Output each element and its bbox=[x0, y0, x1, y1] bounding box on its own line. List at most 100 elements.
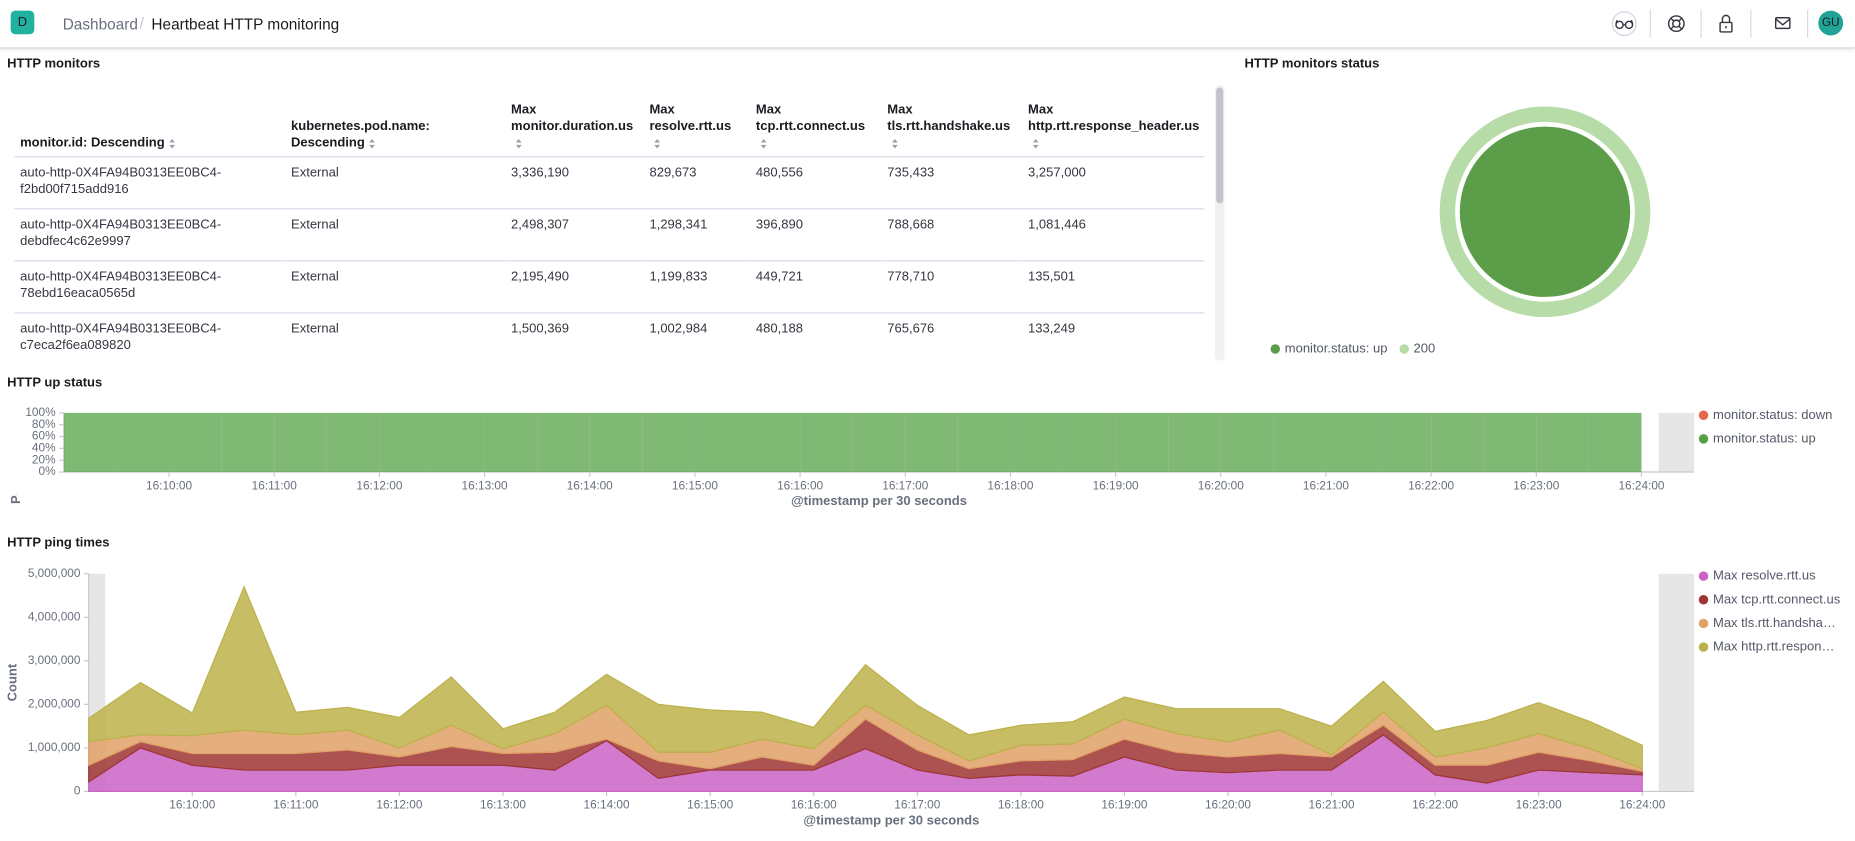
x-tick-label: 16:10:00 bbox=[169, 798, 215, 812]
ring-slice bbox=[1439, 106, 1651, 318]
bar-segment bbox=[63, 412, 117, 473]
column-header-text: monitor.id: Descending bbox=[20, 136, 165, 151]
table-cell: 2,195,490 bbox=[505, 260, 644, 314]
bar-segment bbox=[1325, 412, 1379, 473]
x-tick-label: 16:21:00 bbox=[1309, 798, 1355, 812]
column-header[interactable]: monitor.id: Descending bbox=[14, 85, 286, 158]
bar-segment bbox=[431, 412, 485, 473]
x-tick-label: 16:20:00 bbox=[1205, 798, 1251, 812]
column-header[interactable]: Max tls.rtt.handshake.us bbox=[881, 85, 1023, 158]
legend-item[interactable]: Max tls.rtt.handshake.us bbox=[1698, 612, 1841, 636]
user-avatar[interactable]: GU bbox=[1818, 10, 1844, 36]
table-cell: 3,257,000 bbox=[1022, 156, 1205, 210]
legend-item[interactable]: monitor.status: down bbox=[1698, 403, 1833, 427]
legend-item[interactable]: monitor.status: up bbox=[1698, 427, 1833, 451]
x-tick-label: 16:12:00 bbox=[376, 798, 422, 812]
x-tick-label: 16:17:00 bbox=[882, 478, 928, 492]
y-tick-label: 2,000,000 bbox=[28, 696, 81, 710]
column-header[interactable]: Max tcp.rtt.connect.us bbox=[750, 85, 882, 158]
table-cell: 133,249 bbox=[1022, 312, 1205, 361]
y-tick-label: 20% bbox=[32, 452, 56, 466]
bar-segment bbox=[642, 412, 695, 473]
legend: Max resolve.rtt.us Max tcp.rtt.connect.us… bbox=[1698, 564, 1841, 659]
y-tick-label: 4,000,000 bbox=[28, 609, 81, 623]
legend-dot bbox=[1270, 344, 1281, 354]
column-header-text: Max tcp.rtt.connect.us bbox=[755, 102, 866, 134]
bar-segment bbox=[905, 412, 958, 473]
pie-slice bbox=[1457, 124, 1633, 300]
column-header-text: Max monitor.duration.us bbox=[511, 102, 634, 134]
help-icon[interactable] bbox=[1667, 15, 1685, 33]
sort-icon bbox=[1032, 138, 1039, 148]
y-axis-title: Percentage of Count bbox=[8, 376, 23, 504]
scrollbar-thumb[interactable] bbox=[1216, 87, 1224, 204]
bar-segment bbox=[326, 412, 380, 473]
y-tick-label: 0% bbox=[38, 464, 56, 478]
bar-segment bbox=[800, 412, 853, 473]
column-header[interactable]: Max resolve.rtt.us bbox=[643, 85, 751, 158]
legend-label: monitor.status: down bbox=[1712, 408, 1833, 423]
x-tick-label: 16:23:00 bbox=[1516, 798, 1562, 812]
x-tick-label: 16:16:00 bbox=[777, 478, 823, 492]
x-tick-label: 16:24:00 bbox=[1618, 478, 1664, 492]
sort-icon bbox=[891, 138, 898, 148]
legend-label: Max tls.rtt.handshake.us bbox=[1712, 616, 1841, 631]
y-tick-label: 100% bbox=[25, 405, 56, 419]
table-cell: 2,498,307 bbox=[505, 208, 644, 262]
table-cell: External bbox=[285, 156, 506, 210]
app-logo[interactable]: D bbox=[10, 10, 35, 35]
table-cell: External bbox=[285, 260, 506, 314]
table-cell: auto-http-0X4FA94B0313EE0BC4-debdfec4c62… bbox=[14, 208, 286, 262]
bar-segment bbox=[1168, 412, 1221, 473]
legend-item[interactable]: 200 bbox=[1399, 337, 1435, 361]
table-cell: 735,433 bbox=[881, 156, 1023, 210]
legend: monitor.status: up 200 bbox=[1270, 337, 1447, 361]
breadcrumb-current: Heartbeat HTTP monitoring bbox=[151, 15, 340, 34]
x-tick-label: 16:10:00 bbox=[146, 478, 192, 492]
partial-bucket bbox=[1658, 573, 1695, 792]
scrollbar[interactable] bbox=[1214, 85, 1225, 361]
reading-mode-icon[interactable] bbox=[1611, 11, 1637, 37]
table-cell: 480,188 bbox=[750, 312, 882, 361]
legend-dot bbox=[1698, 618, 1709, 629]
legend-label: Max http.rtt.response_header.us bbox=[1712, 640, 1841, 655]
column-header[interactable]: kubernetes.pod.name: Descending bbox=[285, 85, 506, 158]
column-header[interactable]: Max monitor.duration.us bbox=[505, 85, 644, 158]
y-tick-label: 60% bbox=[32, 429, 56, 443]
column-header-text: Max resolve.rtt.us bbox=[649, 102, 732, 134]
bar-segment bbox=[1063, 412, 1116, 473]
legend-item[interactable]: Max resolve.rtt.us bbox=[1698, 564, 1841, 588]
bar-segment bbox=[221, 412, 275, 473]
table-cell: 396,890 bbox=[750, 208, 882, 262]
legend-item[interactable]: Max tcp.rtt.connect.us bbox=[1698, 588, 1841, 612]
table-cell: 135,501 bbox=[1022, 260, 1205, 314]
mail-icon[interactable] bbox=[1774, 17, 1791, 30]
bar-segment bbox=[169, 412, 222, 473]
x-tick-label: 16:22:00 bbox=[1408, 478, 1454, 492]
legend-dot bbox=[1698, 571, 1709, 581]
breadcrumb-link[interactable]: Dashboard bbox=[62, 15, 138, 34]
table-row: auto-http-0X4FA94B0313EE0BC4-f2bd00f715a… bbox=[14, 156, 1205, 210]
x-tick-label: 16:18:00 bbox=[998, 798, 1044, 812]
panel-title: HTTP monitors bbox=[7, 56, 101, 71]
table-cell: 1,500,369 bbox=[505, 312, 644, 361]
legend-item[interactable]: Max http.rtt.response_header.us bbox=[1698, 635, 1841, 659]
x-tick-label: 16:13:00 bbox=[462, 478, 508, 492]
bar-segment bbox=[537, 412, 590, 473]
y-tick-label: 5,000,000 bbox=[28, 566, 81, 580]
sort-icon bbox=[515, 138, 522, 148]
legend-item[interactable]: monitor.status: up bbox=[1270, 337, 1387, 361]
sort-icon bbox=[369, 138, 376, 148]
x-tick-label: 16:19:00 bbox=[1093, 478, 1139, 492]
y-tick-label: 0 bbox=[74, 784, 81, 798]
table-cell: auto-http-0X4FA94B0313EE0BC4-f2bd00f715a… bbox=[14, 156, 286, 210]
lock-icon[interactable] bbox=[1719, 14, 1733, 33]
legend-dot bbox=[1698, 434, 1709, 444]
x-tick-label: 16:22:00 bbox=[1412, 798, 1458, 812]
legend-label: Max resolve.rtt.us bbox=[1712, 569, 1816, 584]
monitors-table: monitor.id: Descending kubernetes.pod.nam… bbox=[14, 85, 1205, 361]
column-header[interactable]: Max http.rtt.response_header.us bbox=[1022, 85, 1205, 158]
top-bar: D Dashboard / Heartbeat HTTP monitoring … bbox=[0, 0, 1855, 49]
header-row: monitor.id: Descending kubernetes.pod.nam… bbox=[14, 85, 1205, 158]
